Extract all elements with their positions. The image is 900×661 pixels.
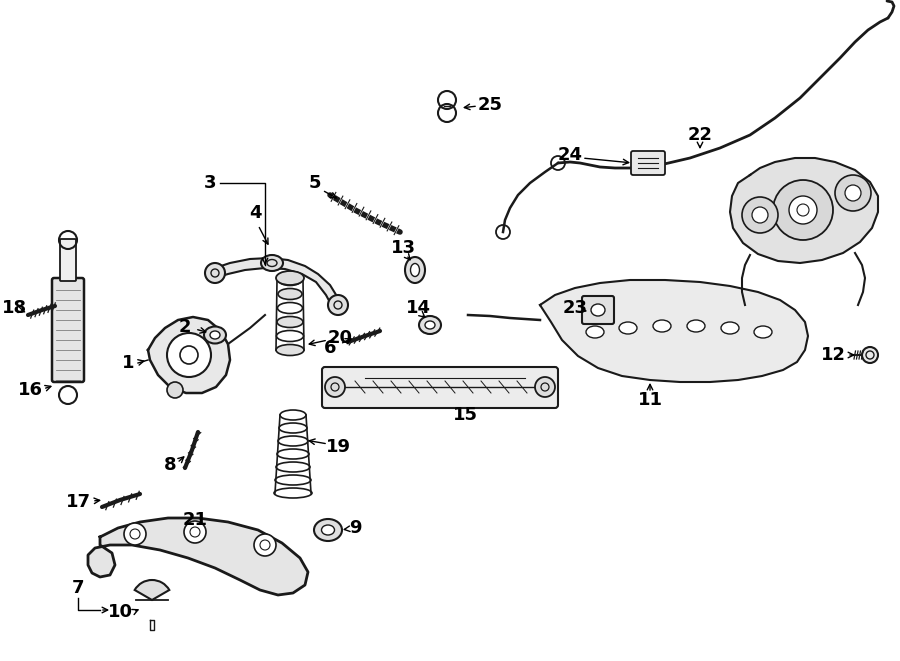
Text: 3: 3 [203,174,216,192]
Circle shape [742,197,778,233]
Ellipse shape [410,264,419,276]
Circle shape [205,263,225,283]
Ellipse shape [619,322,637,334]
Circle shape [773,180,833,240]
Text: 14: 14 [406,299,430,317]
Ellipse shape [314,519,342,541]
Polygon shape [88,518,308,595]
Text: 22: 22 [688,126,713,144]
Ellipse shape [204,327,226,344]
Text: 1: 1 [122,354,134,372]
Text: 16: 16 [17,381,42,399]
Circle shape [167,333,211,377]
Text: 8: 8 [164,456,176,474]
Circle shape [789,196,817,224]
Text: 18: 18 [3,299,28,317]
Ellipse shape [277,317,303,327]
Text: 9: 9 [349,519,361,537]
FancyBboxPatch shape [60,239,76,281]
Text: 19: 19 [326,438,350,456]
Ellipse shape [591,304,605,316]
Text: 10: 10 [107,603,132,621]
Circle shape [328,295,348,315]
Wedge shape [135,580,169,600]
FancyBboxPatch shape [582,296,614,324]
Polygon shape [540,280,808,382]
Text: 13: 13 [391,239,416,257]
Ellipse shape [425,321,435,329]
Ellipse shape [405,257,425,283]
Ellipse shape [586,326,604,338]
Circle shape [184,521,206,543]
FancyBboxPatch shape [52,278,84,382]
Text: 23: 23 [562,299,588,317]
FancyBboxPatch shape [322,367,558,408]
Circle shape [752,207,768,223]
Text: 24: 24 [557,146,582,164]
Ellipse shape [754,326,772,338]
Circle shape [862,347,878,363]
Text: 7: 7 [72,579,85,597]
Text: 5: 5 [309,174,321,192]
Circle shape [325,377,345,397]
Circle shape [167,382,183,398]
Text: 11: 11 [637,391,662,409]
Ellipse shape [278,288,302,299]
Ellipse shape [687,320,705,332]
Text: 25: 25 [478,96,502,114]
Circle shape [845,185,861,201]
Ellipse shape [721,322,739,334]
Ellipse shape [653,320,671,332]
Text: 21: 21 [183,511,208,529]
Polygon shape [215,258,340,310]
Text: 4: 4 [248,204,261,222]
Circle shape [254,534,276,556]
Polygon shape [730,158,878,263]
Text: 6: 6 [324,339,337,357]
Ellipse shape [276,344,304,356]
Text: 12: 12 [821,346,845,364]
Text: 17: 17 [66,493,91,511]
Polygon shape [148,317,230,393]
Ellipse shape [419,316,441,334]
Circle shape [124,523,146,545]
Text: 2: 2 [179,318,191,336]
Ellipse shape [261,255,283,271]
FancyBboxPatch shape [631,151,665,175]
Ellipse shape [321,525,335,535]
Ellipse shape [210,331,220,339]
Circle shape [835,175,871,211]
Circle shape [535,377,555,397]
Ellipse shape [276,271,304,285]
Text: 20: 20 [328,329,353,347]
Text: 15: 15 [453,406,478,424]
